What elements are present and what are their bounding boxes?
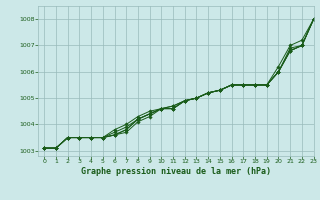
X-axis label: Graphe pression niveau de la mer (hPa): Graphe pression niveau de la mer (hPa) [81, 167, 271, 176]
